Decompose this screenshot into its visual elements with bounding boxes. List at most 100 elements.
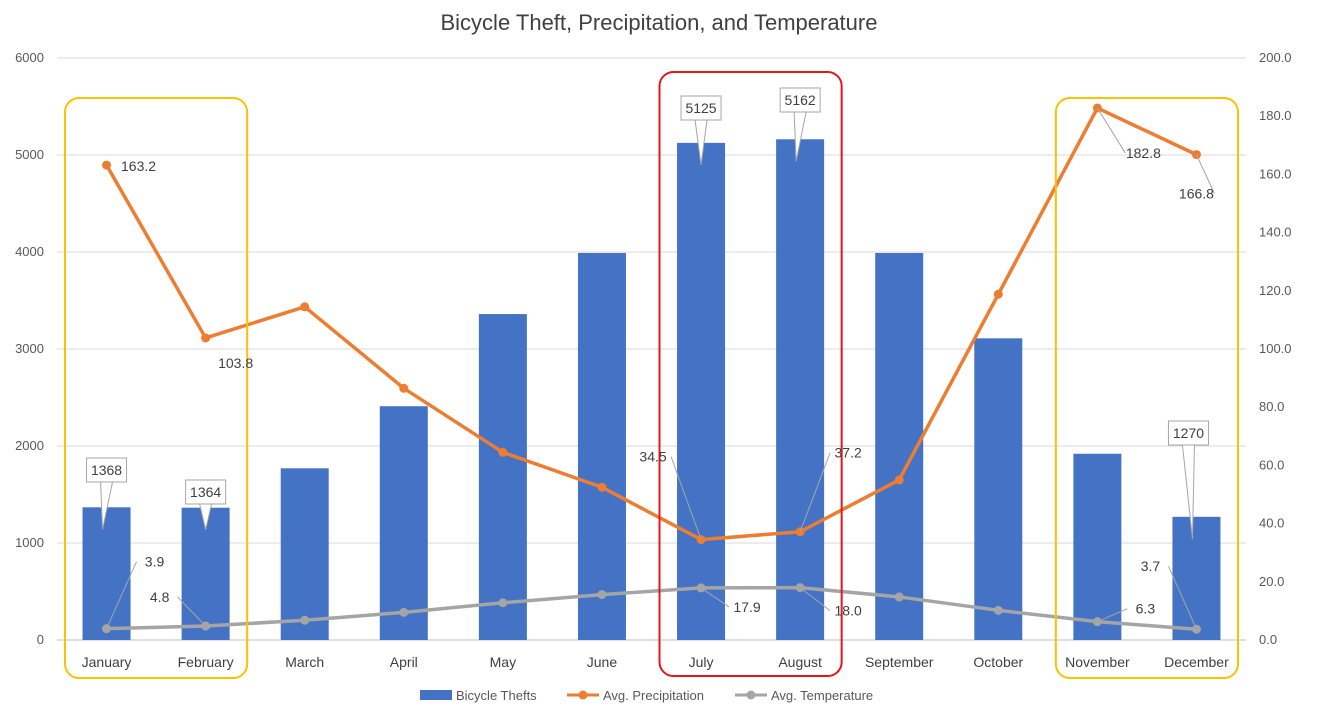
data-label: 37.2 [835,445,862,461]
bar [379,406,428,640]
data-label-leader [1097,608,1128,623]
line-point [993,605,1003,615]
left-axis-tick-label: 5000 [15,147,44,162]
data-label-callout [694,119,708,165]
line-point [300,615,310,625]
category-label: April [390,654,418,670]
category-label: February [178,654,234,670]
data-label: 34.5 [639,449,666,465]
data-label-box [86,457,128,483]
bar [280,468,329,640]
data-label-callout [793,111,807,162]
highlight-box [658,71,843,677]
highlight-box [64,97,249,679]
legend-swatch [420,690,452,700]
category-label: May [490,654,516,670]
data-label-leader [799,452,831,532]
legend-label: Avg. Temperature [771,688,873,703]
category-label: March [285,654,324,670]
bar [677,142,726,640]
right-axis-tick-label: 160.0 [1259,166,1292,181]
data-label-callout [100,481,114,530]
data-label-leader [1096,107,1126,154]
line-point [399,607,409,617]
series-line [106,585,1197,631]
right-axis-tick-label: 60.0 [1259,457,1284,472]
data-label-box [185,479,227,505]
data-label-box [1167,420,1209,446]
category-label: November [1065,654,1130,670]
category-label: June [587,654,618,670]
data-label-callout [1181,444,1195,539]
left-axis-tick-label: 1000 [15,535,44,550]
left-axis-tick-label: 0 [37,632,44,647]
right-axis-tick-label: 80.0 [1259,399,1284,414]
data-label-callout [199,503,213,530]
data-label-leader [799,587,831,612]
line-point [894,592,904,602]
bar [577,252,626,640]
category-label: January [82,654,132,670]
bar [974,338,1023,640]
left-axis-tick-label: 3000 [15,341,44,356]
legend-label: Bicycle Thefts [456,688,537,703]
left-axis-tick-label: 4000 [15,244,44,259]
data-label: 18.0 [835,603,862,619]
right-axis-tick-label: 100.0 [1259,341,1292,356]
data-label: 1368 [91,462,122,478]
data-label: 3.7 [1141,558,1161,574]
data-label-leader [177,596,206,627]
data-label: 163.2 [121,158,156,174]
data-label-leader [1168,566,1197,630]
legend-marker [578,690,588,700]
line-point [201,333,211,343]
data-label-box [779,87,821,113]
right-axis-tick-label: 140.0 [1259,225,1292,240]
highlight-box [1054,97,1240,679]
line-point [498,598,508,608]
data-label: 1270 [1173,425,1204,441]
line-point [894,475,904,485]
data-label-box [680,95,722,121]
category-label: August [778,654,822,670]
category-label: December [1164,654,1229,670]
data-label: 5162 [785,92,816,108]
right-axis-tick-label: 200.0 [1259,50,1292,65]
right-axis-tick-label: 120.0 [1259,283,1292,298]
left-axis-tick-label: 6000 [15,50,44,65]
data-label: 182.8 [1126,145,1161,161]
data-label: 4.8 [150,589,170,605]
bar [776,139,825,640]
right-axis-tick-label: 0.0 [1259,632,1277,647]
line-point [498,447,508,457]
right-axis-tick-label: 180.0 [1259,108,1292,123]
data-label: 103.8 [218,355,253,371]
line-point [399,383,409,393]
data-label-leader [670,456,702,540]
line-point [102,160,112,170]
bar [478,314,527,640]
line-point [300,302,310,312]
category-label: October [973,654,1023,670]
legend-label: Avg. Precipitation [603,688,704,703]
line-point [597,590,607,600]
line-point [993,289,1003,299]
bar [1172,516,1221,640]
right-axis-tick-label: 20.0 [1259,574,1284,589]
right-axis-tick-label: 40.0 [1259,516,1284,531]
series-line [105,106,1198,542]
legend-marker [746,690,756,700]
data-label: 5125 [685,100,716,116]
data-label-leader [700,587,730,608]
bar [82,507,131,640]
data-label-leader [1196,154,1215,194]
data-label: 6.3 [1136,601,1156,617]
data-label: 166.8 [1179,186,1214,202]
line-point [597,482,607,492]
data-label: 1364 [190,484,221,500]
chart-title: Bicycle Theft, Precipitation, and Temper… [440,10,878,35]
data-label: 17.9 [733,599,760,615]
left-axis-tick-label: 2000 [15,438,44,453]
